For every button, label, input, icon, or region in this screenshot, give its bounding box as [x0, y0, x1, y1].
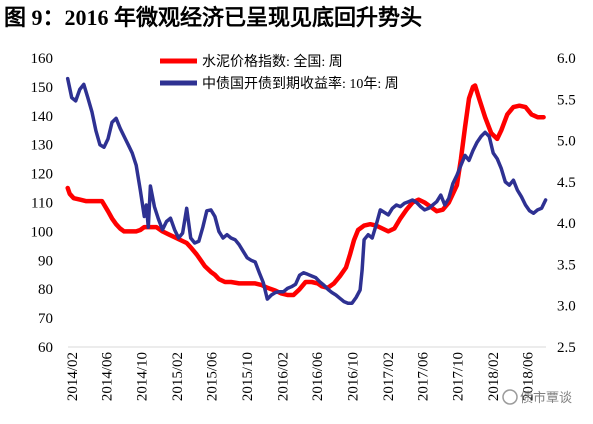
watermark: 债市覃谈 — [502, 389, 572, 405]
right-y-tick-label: 6.0 — [557, 51, 576, 67]
right-y-tick-label: 5.0 — [557, 134, 576, 150]
right-y-tick-label: 2.5 — [557, 340, 576, 356]
watermark-logo-icon — [502, 389, 518, 405]
x-tick-label: 2014/10 — [135, 352, 151, 401]
left-y-tick-label: 90 — [38, 253, 53, 269]
x-tick-label: 2017/02 — [381, 352, 397, 401]
plot-area — [65, 76, 548, 305]
left-y-axis: 60 70 80 90 100 110 120 130 140 150 160 — [31, 51, 54, 356]
right-y-tick-label: 3.0 — [557, 299, 576, 315]
legend-label-cement-index: 水泥价格指数: 全国: 周 — [202, 53, 343, 70]
x-tick-label: 2016/10 — [345, 352, 361, 401]
right-y-axis: 2.5 3.0 3.5 4.0 4.5 5.0 5.5 6.0 — [557, 51, 576, 356]
left-y-tick-label: 100 — [31, 224, 54, 240]
legend-label-cdb-yield: 中债国开债到期收益率: 10年: 周 — [202, 75, 399, 92]
x-tick-label: 2015/02 — [170, 352, 186, 401]
right-y-tick-label: 4.0 — [557, 216, 576, 232]
left-y-tick-label: 160 — [31, 51, 54, 67]
right-y-tick-label: 4.5 — [557, 175, 576, 191]
x-tick-label: 2016/06 — [310, 352, 326, 402]
watermark-text: 债市覃谈 — [520, 390, 572, 405]
x-tick-label: 2015/10 — [240, 352, 256, 401]
left-y-tick-label: 140 — [31, 109, 54, 125]
x-tick-label: 2017/06 — [415, 352, 431, 402]
right-y-tick-label: 3.5 — [557, 257, 576, 273]
x-tick-label: 2015/06 — [205, 352, 221, 402]
chart-title: 图 9：2016 年微观经济已呈现见底回升势头 — [4, 5, 422, 30]
left-y-tick-label: 130 — [31, 138, 54, 154]
x-tick-label: 2014/06 — [100, 352, 116, 402]
legend: 水泥价格指数: 全国: 周 中债国开债到期收益率: 10年: 周 — [160, 53, 399, 92]
left-y-tick-label: 70 — [38, 311, 53, 327]
cdb-10y-yield-line — [65, 76, 548, 305]
x-tick-label: 2018/02 — [486, 352, 502, 401]
left-y-tick-label: 120 — [31, 167, 54, 183]
x-tick-label: 2014/02 — [65, 352, 81, 401]
x-tick-label: 2018/06 — [521, 352, 537, 402]
left-y-tick-label: 80 — [38, 282, 53, 298]
x-tick-label: 2017/10 — [451, 352, 467, 401]
left-y-tick-label: 150 — [31, 80, 54, 96]
right-y-tick-label: 5.5 — [557, 92, 576, 108]
cement-price-index-line — [65, 83, 546, 298]
left-y-tick-label: 110 — [31, 196, 53, 212]
x-tick-label: 2016/02 — [275, 352, 291, 401]
x-axis: 2014/02 2014/06 2014/10 2015/02 2015/06 2015/… — [65, 352, 537, 402]
left-y-tick-label: 60 — [38, 340, 53, 356]
